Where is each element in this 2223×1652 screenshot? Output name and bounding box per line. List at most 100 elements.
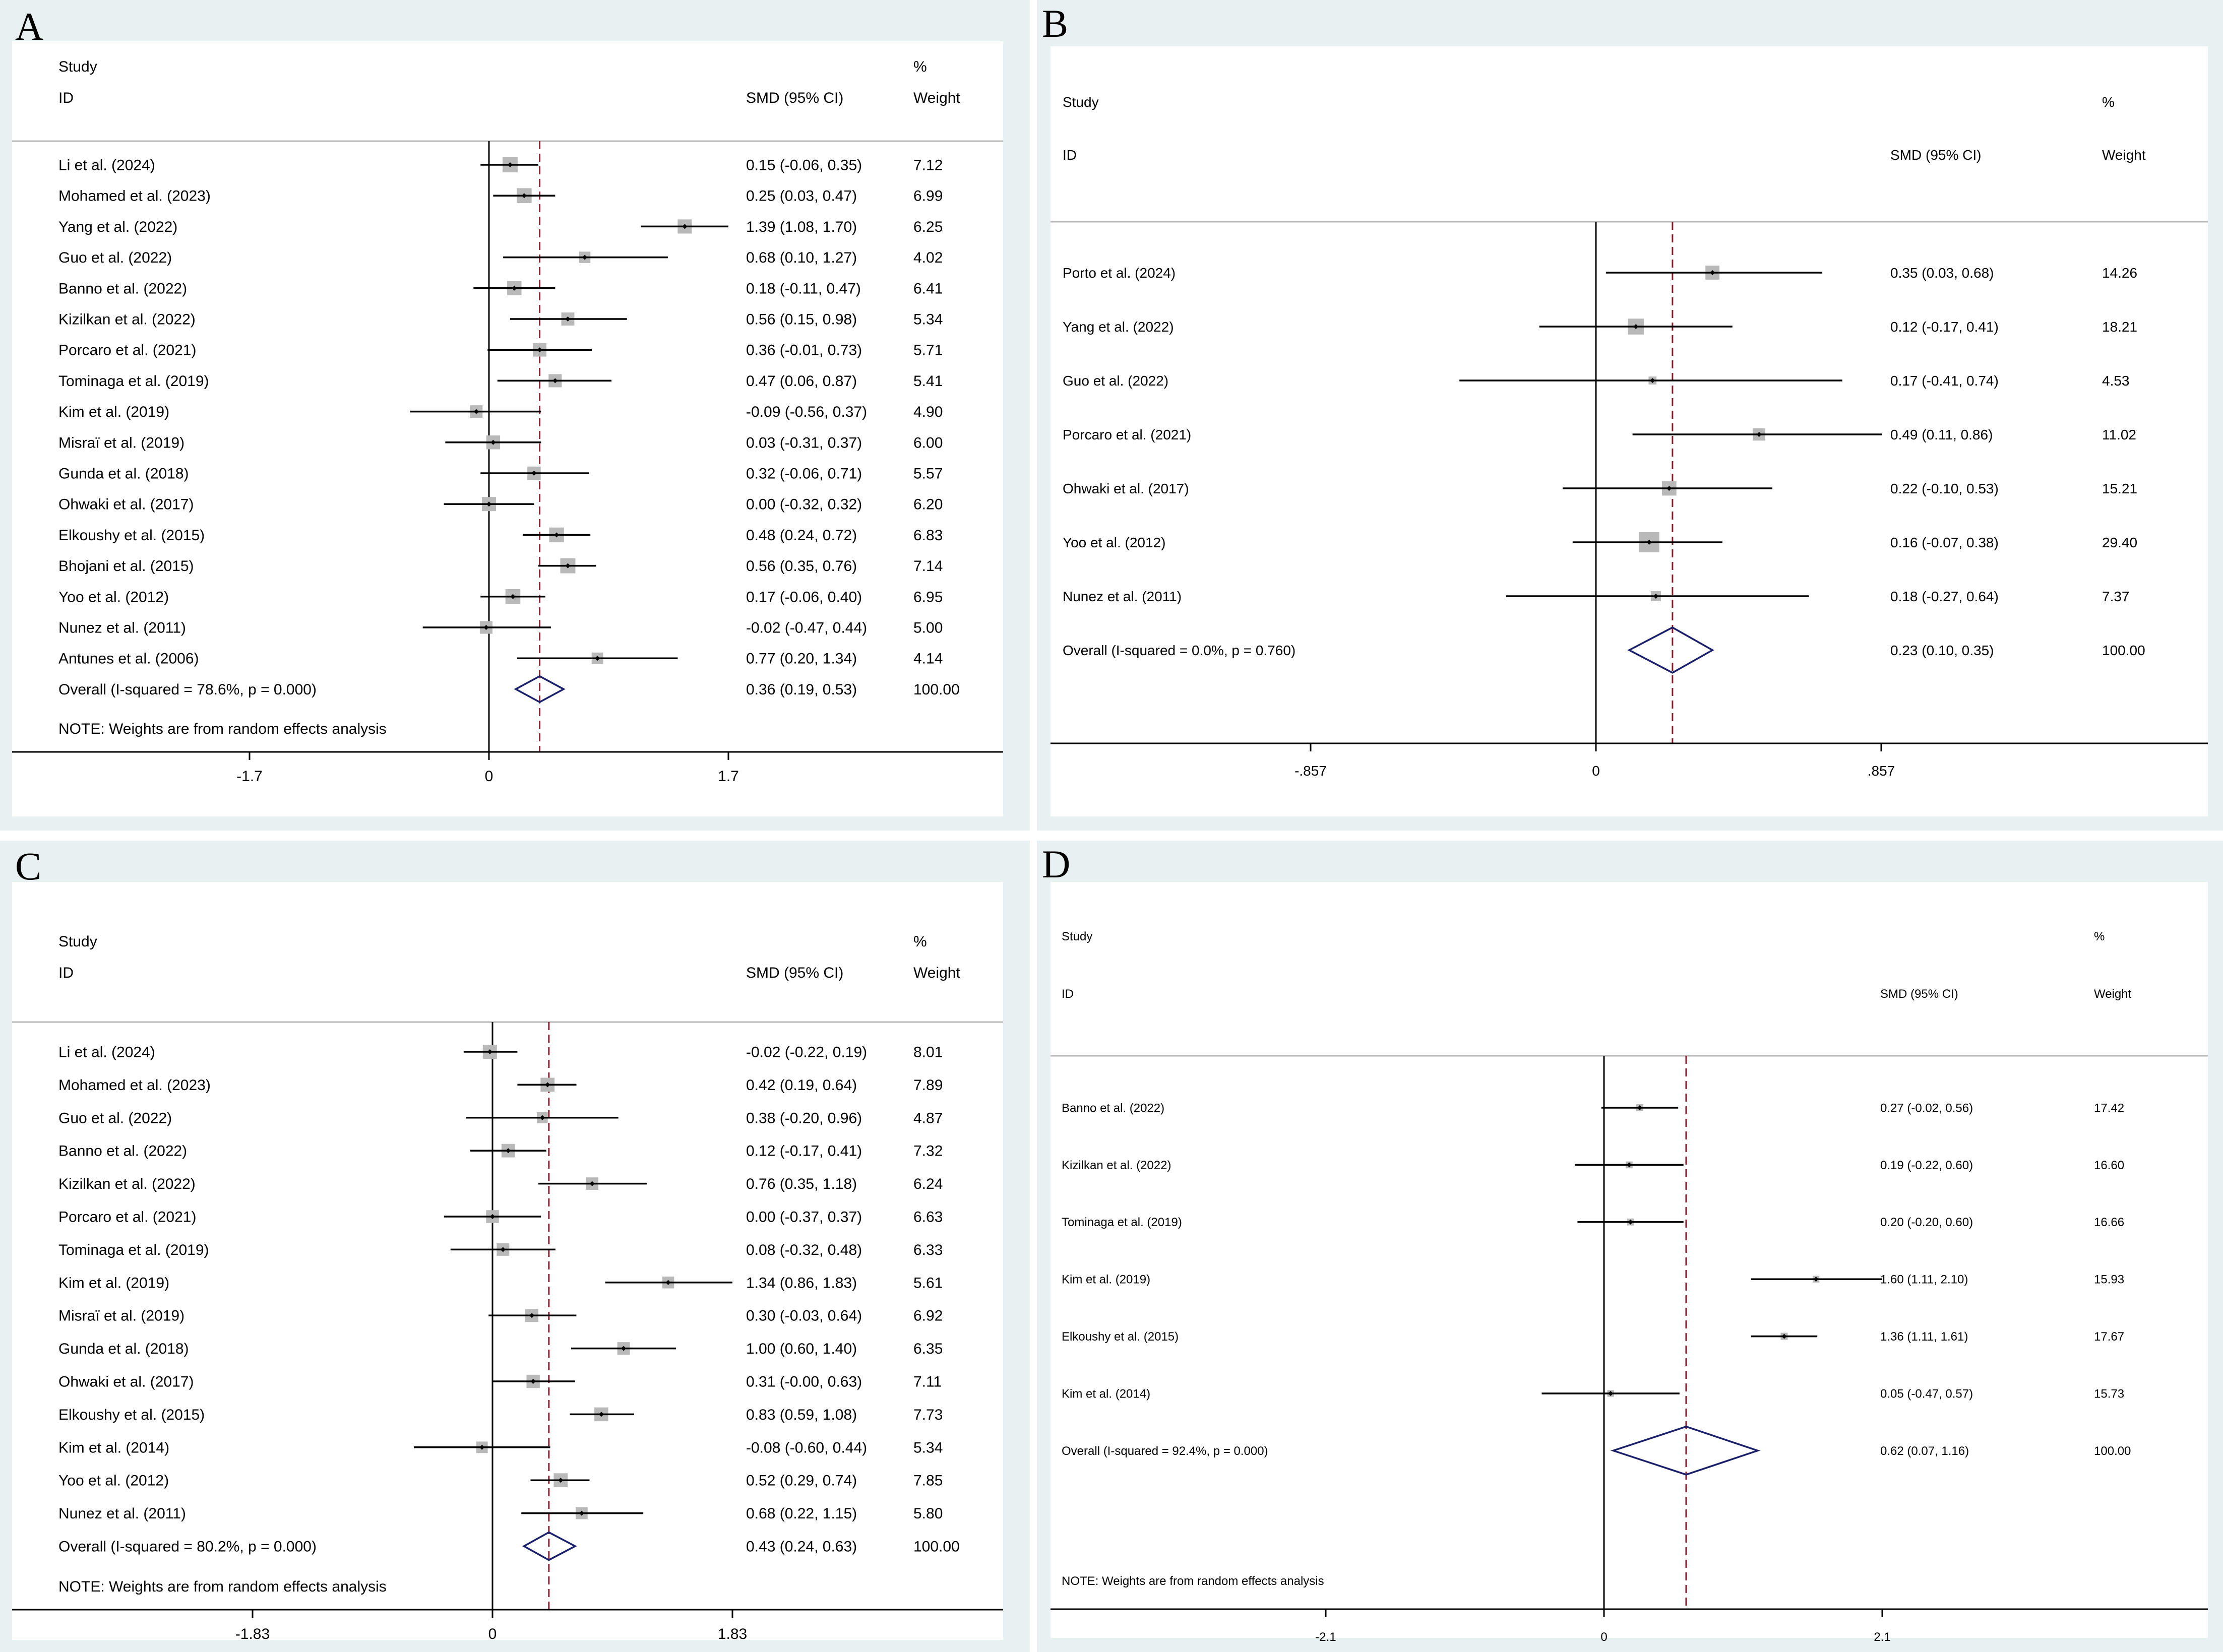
study-weight: 7.85 xyxy=(913,1473,943,1489)
overall-diamond xyxy=(1610,1425,1761,1476)
header-weight-percent: % xyxy=(913,933,927,950)
point-estimate xyxy=(589,1181,595,1186)
header-weight: Weight xyxy=(913,90,960,106)
x-tick-label: -1.7 xyxy=(236,768,263,785)
overall-label: Overall (I-squared = 80.2%, p = 0.000) xyxy=(58,1539,317,1555)
study-weight: 4.14 xyxy=(913,651,943,667)
study-label: Elkoushy et al. (2015) xyxy=(58,527,205,544)
study-ci: 1.60 (1.11, 2.10) xyxy=(1880,1273,1968,1287)
study-ci: 0.56 (0.35, 0.76) xyxy=(746,558,857,575)
study-ci: -0.02 (-0.22, 0.19) xyxy=(746,1044,867,1061)
study-label: Yoo et al. (2012) xyxy=(58,1473,169,1489)
overall-weight: 100.00 xyxy=(2102,643,2145,658)
study-weight: 5.00 xyxy=(913,620,943,637)
study-weight: 6.95 xyxy=(913,589,943,605)
overall-weight: 100.00 xyxy=(2094,1444,2131,1458)
overall-weight: 100.00 xyxy=(913,681,960,698)
point-estimate xyxy=(479,1444,485,1450)
header-study: Study xyxy=(1063,94,1099,110)
study-weight: 16.60 xyxy=(2094,1159,2124,1172)
study-weight: 4.87 xyxy=(913,1110,943,1126)
study-label: Li et al. (2024) xyxy=(58,1044,155,1061)
point-estimate xyxy=(529,1313,535,1318)
plot-area: Study ID SMD (95% CI)% Weight Porto et al. (… xyxy=(1051,46,2208,816)
forest-plot-b: Study ID SMD (95% CI)% Weight Porto et al. (… xyxy=(1051,94,2208,779)
panel-letter: B xyxy=(1042,2,1069,45)
study-label: Kim et al. (2014) xyxy=(58,1439,169,1456)
overall-ci: 0.23 (0.10, 0.35) xyxy=(1890,643,1994,658)
study-ci: 0.47 (0.06, 0.87) xyxy=(746,373,857,390)
panel-letter: D xyxy=(1042,842,1071,886)
study-weight: 7.12 xyxy=(913,157,943,174)
study-label: Porcaro et al. (2021) xyxy=(1063,427,1191,442)
study-ci: 0.27 (-0.02, 0.56) xyxy=(1880,1101,1973,1115)
study-ci: 0.19 (-0.22, 0.60) xyxy=(1880,1159,1973,1172)
study-ci: 1.34 (0.86, 1.83) xyxy=(746,1275,857,1291)
study-label: Tominaga et al. (2019) xyxy=(1062,1216,1182,1229)
study-weight: 6.35 xyxy=(913,1341,943,1357)
study-ci: 0.42 (0.19, 0.64) xyxy=(746,1077,857,1094)
study-weight: 4.90 xyxy=(913,404,943,420)
study-label: Yang et al. (2022) xyxy=(58,219,177,235)
study-ci: 0.17 (-0.06, 0.40) xyxy=(746,589,862,605)
overall-ci: 0.36 (0.19, 0.53) xyxy=(746,681,857,698)
point-estimate xyxy=(665,1280,671,1285)
study-ci: 0.00 (-0.32, 0.32) xyxy=(746,496,862,513)
study-label: Mohamed et al. (2023) xyxy=(58,1077,211,1094)
overall-diamond xyxy=(1627,626,1714,674)
study-weight: 6.92 xyxy=(913,1308,943,1324)
point-estimate xyxy=(1626,1162,1632,1168)
study-label: Nunez et al. (2011) xyxy=(1063,589,1182,604)
study-weight: 29.40 xyxy=(2102,535,2137,550)
study-ci: 0.12 (-0.17, 0.41) xyxy=(1890,319,1999,335)
study-label: Gunda et al. (2018) xyxy=(58,1341,189,1357)
study-weight: 7.11 xyxy=(913,1374,942,1390)
study-label: Ohwaki et al. (2017) xyxy=(58,1374,194,1390)
point-estimate xyxy=(512,285,517,291)
study-weight: 7.37 xyxy=(2102,589,2130,604)
study-weight: 16.66 xyxy=(2094,1216,2124,1229)
point-estimate xyxy=(1653,594,1658,599)
study-weight: 15.21 xyxy=(2102,481,2137,496)
point-estimate xyxy=(1666,486,1672,491)
study-weight: 5.80 xyxy=(913,1505,943,1522)
study-weight: 17.67 xyxy=(2094,1330,2124,1344)
weights-note: NOTE: Weights are from random effects an… xyxy=(58,1578,387,1595)
study-label: Elkoushy et al. (2015) xyxy=(58,1407,205,1423)
x-tick-label: 0 xyxy=(1600,1630,1607,1644)
study-ci: 1.36 (1.11, 1.61) xyxy=(1880,1330,1968,1344)
panel-letter: C xyxy=(15,844,42,888)
point-estimate xyxy=(565,316,571,322)
study-label: Banno et al. (2022) xyxy=(58,1143,187,1160)
study-label: Yoo et al. (2012) xyxy=(58,589,169,605)
study-ci: 0.77 (0.20, 1.34) xyxy=(746,651,857,667)
panel-c: Study ID SMD (95% CI)% Weight Li et al. (202… xyxy=(0,841,1030,1652)
study-ci: 0.17 (-0.41, 0.74) xyxy=(1890,373,1999,389)
header-id: ID xyxy=(1063,147,1077,163)
study-ci: 0.25 (0.03, 0.47) xyxy=(746,188,857,205)
study-weight: 6.63 xyxy=(913,1209,943,1226)
study-ci: 0.56 (0.15, 0.98) xyxy=(746,311,857,328)
header-id: ID xyxy=(1062,987,1074,1001)
panel-b: Study ID SMD (95% CI)% Weight Porto et al. (… xyxy=(1037,0,2223,831)
study-ci: 0.68 (0.10, 1.27) xyxy=(746,249,857,266)
study-ci: 0.12 (-0.17, 0.41) xyxy=(746,1143,862,1160)
overall-label: Overall (I-squared = 92.4%, p = 0.000) xyxy=(1062,1444,1268,1458)
study-weight: 6.33 xyxy=(913,1242,943,1258)
point-estimate xyxy=(483,625,489,630)
header-id: ID xyxy=(58,965,74,981)
point-estimate xyxy=(1756,432,1762,437)
study-weight: 18.21 xyxy=(2102,319,2137,335)
x-tick-label: 2.1 xyxy=(1874,1630,1890,1644)
study-ci: 0.18 (-0.27, 0.64) xyxy=(1890,589,1999,604)
study-ci: 1.00 (0.60, 1.40) xyxy=(746,1341,857,1357)
x-tick-label: 0 xyxy=(1592,763,1600,779)
overall-label: Overall (I-squared = 78.6%, p = 0.000) xyxy=(58,681,317,698)
point-estimate xyxy=(1633,324,1639,329)
study-ci: 0.16 (-0.07, 0.38) xyxy=(1890,535,1999,550)
study-label: Porto et al. (2024) xyxy=(1063,265,1176,281)
study-label: Kim et al. (2014) xyxy=(1062,1387,1150,1401)
study-label: Tominaga et al. (2019) xyxy=(58,1242,209,1258)
study-ci: 0.35 (0.03, 0.68) xyxy=(1890,265,1994,281)
study-label: Kizilkan et al. (2022) xyxy=(1062,1159,1171,1172)
